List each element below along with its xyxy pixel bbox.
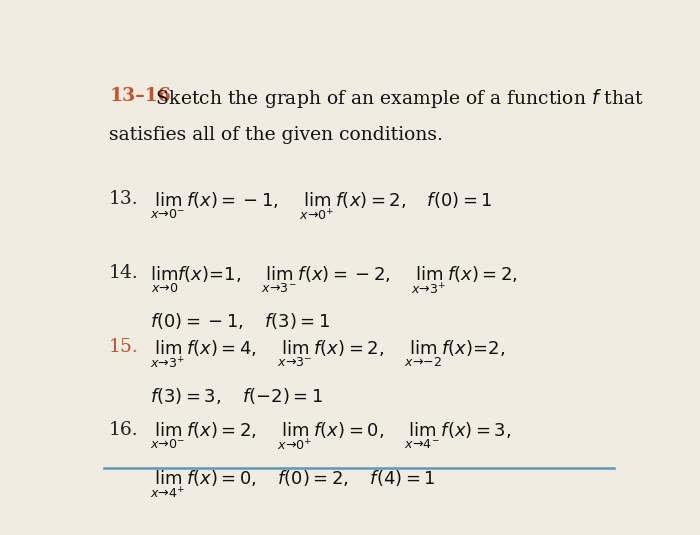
Text: 14.: 14. (109, 264, 139, 282)
Text: 16.: 16. (109, 421, 139, 439)
Text: satisfies all of the given conditions.: satisfies all of the given conditions. (109, 126, 443, 144)
Text: $\lim_{x \to 3^+} f(x) = 4, \quad \lim_{x \to 3^-} f(x) = 2, \quad \lim_{x \to -: $\lim_{x \to 3^+} f(x) = 4, \quad \lim_{… (150, 338, 505, 370)
Text: $f(0) = -1, \quad f(3) = 1$: $f(0) = -1, \quad f(3) = 1$ (150, 311, 330, 331)
Text: $\lim_{x \to 0} f(x) = 1, \quad \lim_{x \to 3^-} f(x) = -2, \quad \lim_{x \to 3^: $\lim_{x \to 0} f(x) = 1, \quad \lim_{x … (150, 264, 518, 296)
Text: Sketch the graph of an example of a function $f$ that: Sketch the graph of an example of a func… (150, 87, 644, 110)
Text: 13.: 13. (109, 190, 139, 208)
Text: $f(3) = 3, \quad f(-2) = 1$: $f(3) = 3, \quad f(-2) = 1$ (150, 386, 323, 406)
Text: 13–16: 13–16 (109, 87, 171, 105)
Text: 15.: 15. (109, 338, 139, 356)
Text: $\lim_{x \to 0^-} f(x) = 2, \quad \lim_{x \to 0^+} f(x) = 0, \quad \lim_{x \to 4: $\lim_{x \to 0^-} f(x) = 2, \quad \lim_{… (150, 421, 511, 452)
Text: $\lim_{x \to 4^+} f(x) = 0, \quad f(0) = 2, \quad f(4) = 1$: $\lim_{x \to 4^+} f(x) = 0, \quad f(0) =… (150, 468, 435, 500)
Text: $\lim_{x \to 0^-} f(x) = -1, \quad \lim_{x \to 0^+} f(x) = 2, \quad f(0) = 1$: $\lim_{x \to 0^-} f(x) = -1, \quad \lim_… (150, 190, 493, 221)
